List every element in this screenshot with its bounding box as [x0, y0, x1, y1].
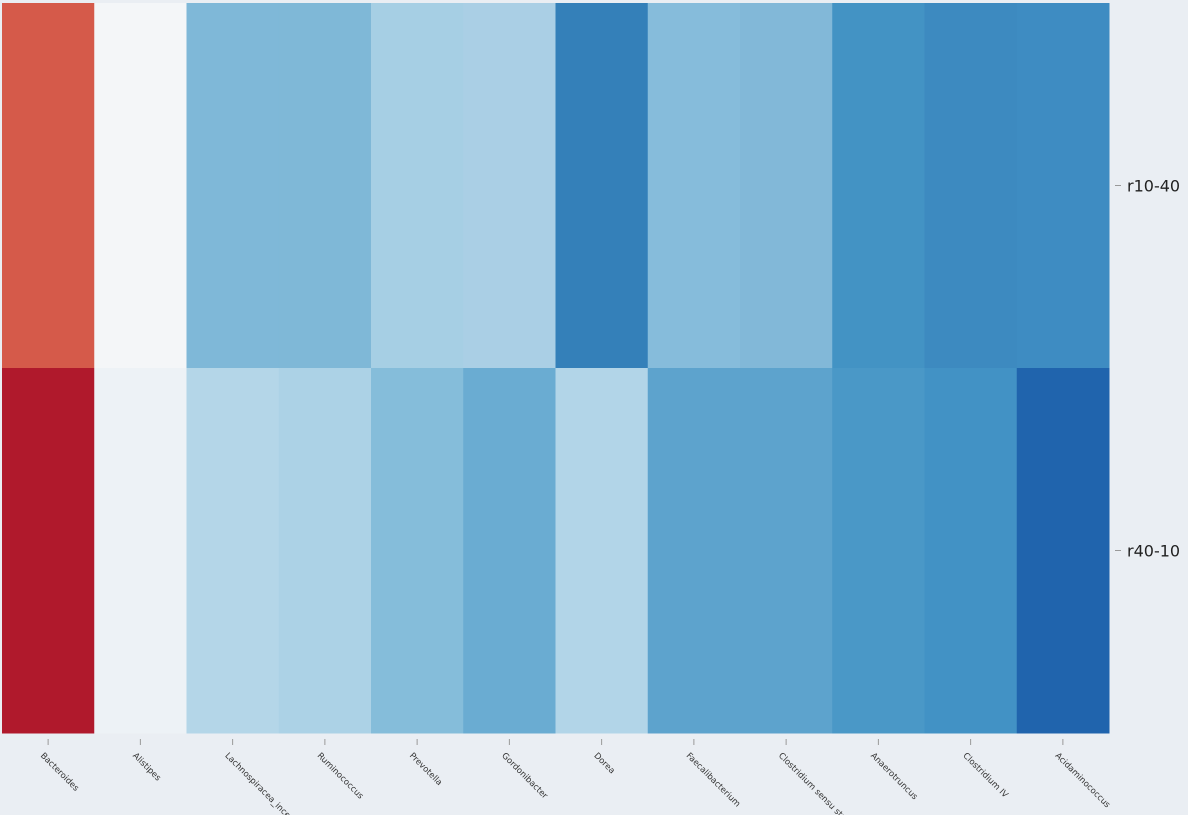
heatmap-cell: [740, 368, 833, 734]
heatmap-cell: [832, 3, 925, 369]
heatmap-cell: [94, 3, 187, 369]
heatmap-cell: [924, 368, 1018, 734]
x-tick-label: Ruminococcus: [315, 751, 366, 802]
x-tick-label: Dorea: [592, 751, 617, 776]
x-tick-label: Clostridium IV: [961, 751, 1010, 800]
heatmap-cell: [1016, 3, 1110, 369]
y-axis: r10-40 r40-10: [1115, 177, 1180, 561]
heatmap-cell: [463, 3, 556, 369]
x-tick-label: Prevotella: [407, 751, 444, 788]
x-tick-label: Bacteroides: [38, 751, 81, 794]
x-tick-label: Clostridium sensu stricto: [776, 751, 858, 815]
heatmap-cell: [186, 3, 280, 369]
y-tick-label: r10-40: [1127, 177, 1180, 196]
heatmap-cell: [924, 3, 1018, 369]
x-tick-label: Faecalibacterium: [684, 751, 742, 809]
heatmap-cell: [740, 3, 833, 369]
heatmap-cell: [555, 368, 649, 734]
x-tick-label: Gordonibacter: [499, 751, 549, 801]
y-tick-label: r40-10: [1127, 542, 1180, 561]
heatmap-cell: [2, 368, 95, 734]
heatmap-cell: [278, 368, 372, 734]
heatmap-cell: [186, 368, 280, 734]
heatmap-cell: [371, 368, 464, 734]
heatmap-cell: [832, 368, 925, 734]
heatmap-cell: [647, 368, 741, 734]
x-tick-label: Anaerotruncus: [868, 751, 919, 802]
x-tick-label: Alistipes: [130, 751, 163, 784]
x-tick-label: Acidaminococcus: [1053, 751, 1112, 810]
x-tick-label: Lachnospiracea_incertae_sedis: [223, 751, 324, 815]
heatmap-cell: [555, 3, 649, 369]
heatmap-cell: [647, 3, 741, 369]
heatmap-cell: [371, 3, 464, 369]
x-axis: Bacteroides Alistipes Lachnospiracea_incer…: [38, 739, 1112, 815]
heatmap-cells: [2, 3, 1110, 734]
heatmap-cell: [1016, 368, 1110, 734]
heatmap-cell: [2, 3, 95, 369]
heatmap-cell: [94, 368, 187, 734]
heatmap-cell: [278, 3, 372, 369]
heatmap-cell: [463, 368, 556, 734]
